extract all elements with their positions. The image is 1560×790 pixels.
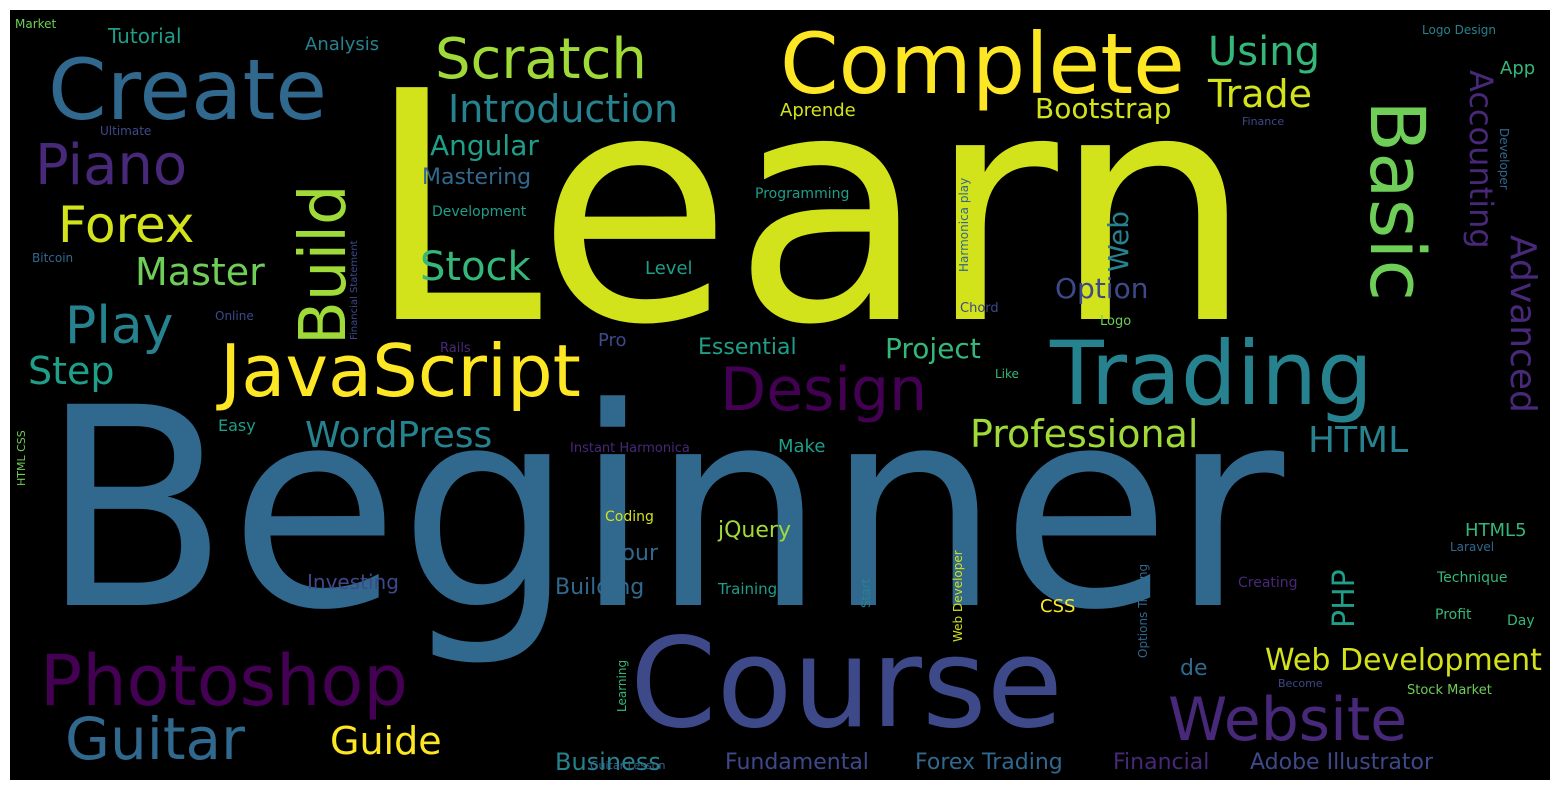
word-options-trading: Options Trading (1136, 563, 1150, 658)
word-profit: Profit (1435, 607, 1472, 623)
word-piano: Piano (35, 133, 188, 198)
word-scratch: Scratch (435, 27, 647, 92)
word-introduction: Introduction (448, 87, 679, 131)
word-forex-trading: Forex Trading (915, 750, 1063, 775)
word-investing: Investing (307, 570, 399, 594)
word-stock: Stock (420, 244, 531, 290)
word-basic: Basic (1353, 100, 1442, 302)
word-php: PHP (1327, 569, 1362, 628)
word-project: Project (885, 332, 981, 365)
word-beginner: Beginner (40, 350, 1285, 671)
word-guitar: Guitar (65, 705, 245, 773)
word-design: Design (720, 355, 928, 425)
word-cloud: Learn Beginner Course Complete Create Tr… (10, 10, 1550, 780)
word-learning: Learning (615, 659, 629, 712)
word-create: Create (48, 41, 328, 139)
word-forex: Forex (58, 196, 195, 254)
word-laravel: Laravel (1450, 540, 1495, 554)
word-online: Online (215, 309, 254, 323)
word-adobe-illustrator: Adobe Illustrator (1250, 750, 1433, 775)
word-logo: Logo (1100, 314, 1132, 329)
word-become: Become (1278, 677, 1323, 690)
word-training: Training (718, 580, 778, 598)
word-app: App (1500, 58, 1536, 79)
word-finance: Finance (1242, 115, 1285, 128)
word-guitar-lesson: Guitar Lesson (590, 759, 666, 772)
word-bootstrap: Bootstrap (1035, 92, 1172, 125)
word-photoshop: Photoshop (40, 640, 408, 722)
word-angular: Angular (430, 129, 539, 162)
word-mastering: Mastering (422, 165, 532, 190)
word-programming: Programming (755, 186, 850, 202)
word-building: Building (555, 575, 645, 600)
word-accounting: Accounting (1462, 70, 1500, 249)
word-wordpress: WordPress (305, 415, 493, 456)
word-logo-design: Logo Design (1422, 23, 1497, 37)
word-web-developer: Web Developer (951, 550, 965, 642)
word-level: Level (645, 258, 693, 279)
word-web: Web (1102, 210, 1135, 272)
word-advanced: Advanced (1502, 235, 1543, 413)
word-trading: Trading (1050, 322, 1373, 425)
word-play: Play (65, 296, 174, 356)
word-build: Build (287, 184, 361, 345)
word-html-css: HTML CSS (15, 430, 28, 486)
word-fundamental: Fundamental (725, 750, 869, 775)
word-trade: Trade (1208, 72, 1313, 116)
word-development: Development (432, 204, 527, 220)
word-master: Master (135, 250, 265, 294)
word-start: Start (859, 578, 873, 608)
word-business: Business (555, 748, 661, 776)
word-like: Like (995, 367, 1019, 381)
word-html5: HTML5 (1465, 520, 1527, 541)
word-make: Make (778, 436, 826, 457)
word-analysis: Analysis (305, 34, 380, 55)
word-coding: Coding (605, 509, 654, 525)
word-hour: Hour (605, 541, 658, 566)
word-financial-statement: Financial Statement (349, 240, 360, 340)
word-website: Website (1168, 685, 1408, 755)
word-using: Using (1208, 29, 1320, 75)
word-essential: Essential (698, 335, 797, 360)
word-technique: Technique (1437, 570, 1508, 586)
word-de: de (1180, 656, 1208, 681)
word-bitcoin: Bitcoin (32, 251, 74, 265)
word-course: Course (630, 612, 1063, 756)
word-easy: Easy (218, 416, 256, 435)
word-harmonica-play: Harmonica play (957, 177, 971, 272)
word-html: HTML (1308, 420, 1409, 461)
word-option: Option (1055, 272, 1149, 305)
word-creating: Creating (1238, 575, 1298, 591)
word-stock-market: Stock Market (1407, 683, 1492, 698)
word-rails: Rails (440, 341, 471, 356)
word-aprende: Aprende (780, 100, 856, 121)
word-developer: Developer (1497, 128, 1511, 190)
word-market: Market (15, 17, 57, 31)
word-day: Day (1507, 613, 1535, 629)
word-tutorial: Tutorial (108, 24, 182, 48)
word-ultimate: Ultimate (100, 124, 152, 138)
word-css: CSS (1040, 596, 1076, 617)
word-instant-harmonica: Instant Harmonica (570, 441, 690, 456)
word-financial: Financial (1113, 750, 1210, 775)
word-jquery: jQuery (718, 518, 791, 543)
word-chord: Chord (960, 301, 999, 316)
word-pro: Pro (598, 330, 627, 351)
word-learn: Learn (365, 24, 1254, 394)
word-javascript: JavaScript (220, 329, 581, 413)
word-complete: Complete (780, 15, 1185, 113)
word-professional: Professional (970, 412, 1199, 456)
word-guide: Guide (330, 719, 442, 763)
word-web-development: Web Development (1265, 643, 1542, 678)
word-step: Step (28, 349, 115, 393)
